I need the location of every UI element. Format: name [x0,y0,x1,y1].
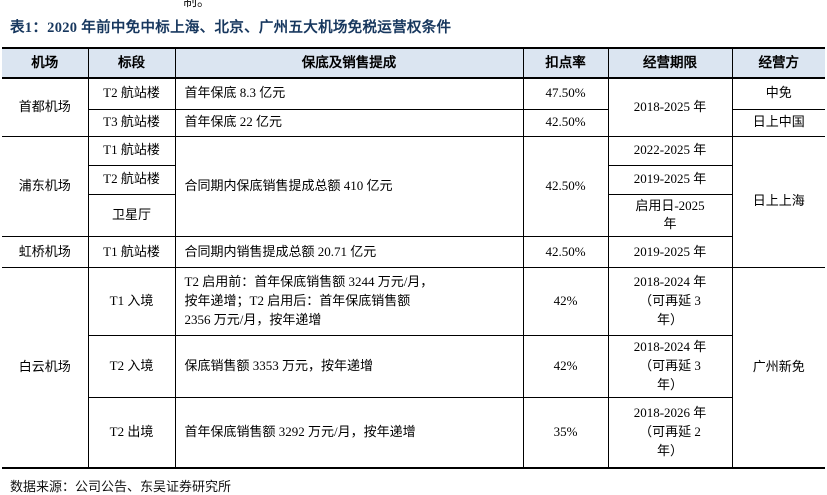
cell-airport: 虹桥机场 [2,236,89,269]
table-row: 虹桥机场 T1 航站楼 合同期内销售提成总额 20.71 亿元 42.50% 2… [2,236,825,269]
table-header: 机场 标段 保底及销售提成 扣点率 经营期限 经营方 [2,47,825,79]
cell-section: T2 出境 [87,397,176,469]
cell-guarantee: T2 启用前：首年保底销售额 3244 万元/月， 按年递增；T2 启用后：首年… [174,267,524,337]
col-header-guarantee: 保底及销售提成 [174,47,524,79]
cell-period: 2018-2024 年 （可再延 3 年） [607,335,733,399]
cell-rate: 42.50% [522,236,609,269]
cell-guarantee: 保底销售额 3353 万元，按年递增 [174,335,524,399]
cell-rate: 47.50% [522,77,609,110]
table-title: 表1：2020 年前中免中标上海、北京、广州五大机场免税运营权条件 [10,20,452,36]
col-header-rate: 扣点率 [522,47,609,79]
table-row: T2 入境 保底销售额 3353 万元，按年递增 42% 2018-2024 年… [2,335,825,399]
cell-guarantee: 合同期内保底销售提成总额 410 亿元 [174,135,524,238]
data-source-note: 数据来源：公司公告、东吴证券研究所 [10,478,232,494]
col-header-section: 标段 [87,47,176,79]
table-row: T2 出境 首年保底销售额 3292 万元/月，按年递增 35% 2018-20… [2,397,825,469]
table-row: 首都机场 T2 航站楼 首年保底 8.3 亿元 47.50% 2018-2025… [2,77,825,137]
cell-period: 2022-2025 年 [607,135,733,166]
cell-rate: 42% [522,267,609,337]
cell-rate: 35% [522,397,609,469]
cell-section: T1 入境 [87,267,176,337]
cell-period: 2018-2024 年 （可再延 3 年） [607,267,733,337]
cell-guarantee: 首年保底 22 亿元 [174,108,524,137]
cell-section: T2 入境 [87,335,176,399]
cell-period: 2019-2025 年 [607,164,733,195]
cell-airport: 首都机场 [2,77,89,137]
fragment-text: 制。 [183,0,211,9]
cell-period: 2018-2026 年 （可再延 2 年） [607,397,733,469]
col-header-operator: 经营方 [731,47,825,79]
cell-section: T2 航站楼 [87,77,176,110]
cell-operator: 广州新免 [731,267,825,469]
col-header-period: 经营期限 [607,47,733,79]
previous-paragraph-fragment: 制。 [0,0,827,9]
cell-rate: 42% [522,335,609,399]
cell-guarantee: 首年保底销售额 3292 万元/月，按年递增 [174,397,524,469]
cell-operator: 中免 [731,77,825,110]
airport-dutyfree-table: 机场 标段 保底及销售提成 扣点率 经营期限 经营方 首都机场 T2 航站楼 首… [2,47,825,469]
cell-period: 2018-2025 年 [607,77,733,137]
table-row: T2 航站楼 2019-2025 年 [2,164,825,195]
cell-section: 卫星厅 [87,193,176,238]
cell-period: 启用日-2025 年 [607,193,733,238]
cell-section: T1 航站楼 [87,135,176,166]
cell-operator: 日上中国 [731,108,825,137]
cell-guarantee: 合同期内销售提成总额 20.71 亿元 [174,236,524,269]
table-row: 浦东机场 T1 航站楼 合同期内保底销售提成总额 410 亿元 42.50% 2… [2,135,825,269]
cell-section: T2 航站楼 [87,164,176,195]
cell-rate: 42.50% [522,108,609,137]
cell-section: T1 航站楼 [87,236,176,269]
cell-guarantee: 首年保底 8.3 亿元 [174,77,524,110]
cell-airport: 白云机场 [2,267,89,469]
cell-operator: 日上上海 [731,135,825,269]
table-row: T3 航站楼 首年保底 22 亿元 42.50% 日上中国 [2,108,825,137]
col-header-airport: 机场 [2,47,89,79]
table-row: 白云机场 T1 入境 T2 启用前：首年保底销售额 3244 万元/月， 按年递… [2,267,825,469]
cell-airport: 浦东机场 [2,135,89,238]
cell-section: T3 航站楼 [87,108,176,137]
cell-period: 2019-2025 年 [607,236,733,269]
cell-rate: 42.50% [522,135,609,238]
